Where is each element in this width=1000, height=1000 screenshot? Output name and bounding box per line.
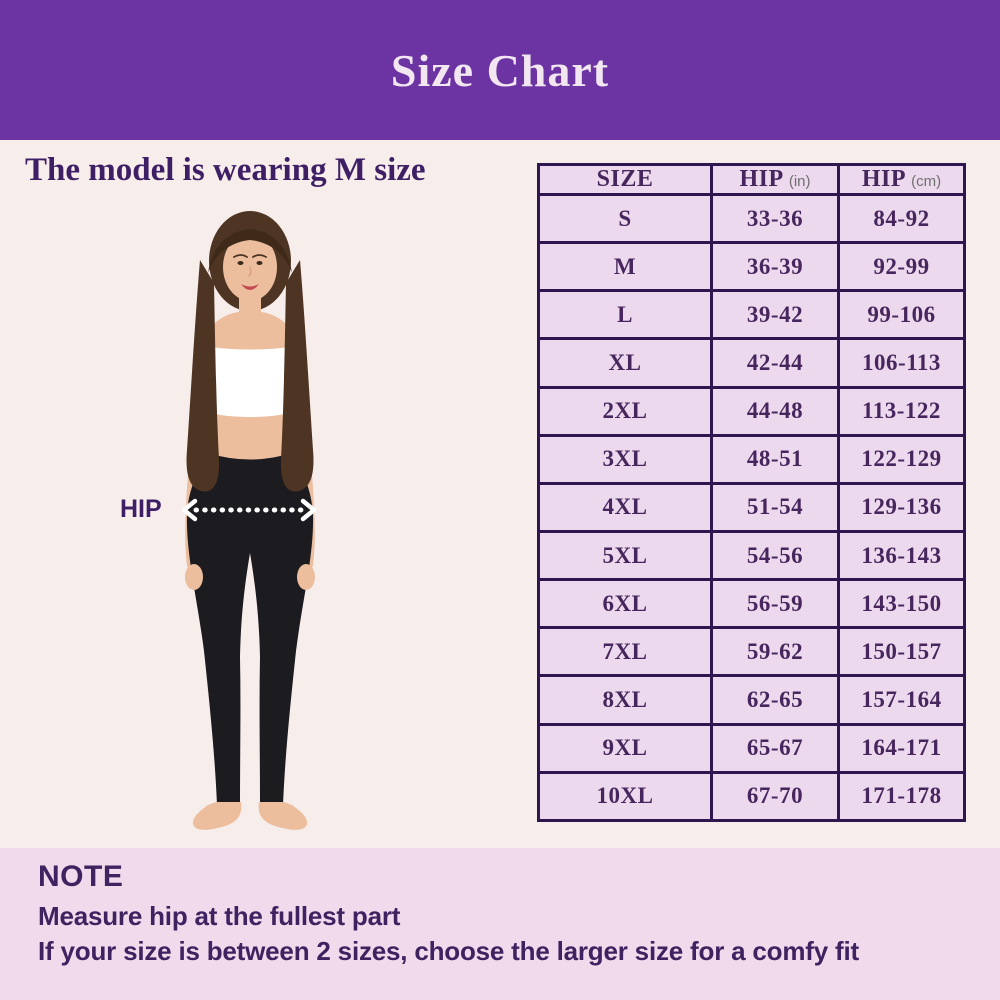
hip-cm-cell: 122-129 — [837, 433, 966, 485]
leggings-shape — [186, 453, 314, 805]
chest-shape — [202, 311, 298, 357]
note-line-2: If your size is between 2 sizes, choose … — [38, 936, 859, 966]
size-cell: 3XL — [537, 433, 713, 485]
size-cell: 8XL — [537, 674, 713, 726]
size-cell: 4XL — [537, 481, 713, 533]
hip-cm-cell: 129-136 — [837, 481, 966, 533]
hip-cm-cell: 113-122 — [837, 385, 966, 437]
hip-cm-cell: 164-171 — [837, 722, 966, 774]
col-header-label: HIP — [861, 166, 905, 192]
hip-cm-cell: 157-164 — [837, 674, 966, 726]
hip-in-cell: 54-56 — [710, 529, 840, 582]
table-row: XL 42-44 106-113 — [537, 337, 966, 389]
table-row: 8XL 62-65 157-164 — [537, 674, 966, 726]
hip-cm-cell: 171-178 — [837, 770, 966, 823]
size-cell: 6XL — [537, 578, 713, 630]
size-table-container: SIZE HIP (in) HIP (cm) S 33-36 84-92 M 36-39… — [537, 163, 966, 823]
note-line-1: Measure hip at the fullest part — [38, 901, 401, 931]
hip-cm-cell: 143-150 — [837, 578, 966, 630]
size-cell: XL — [537, 337, 713, 389]
model-figure: HIP — [100, 205, 460, 845]
hip-in-cell: 33-36 — [710, 192, 840, 245]
table-row: 7XL 59-62 150-157 — [537, 626, 966, 678]
size-cell: 7XL — [537, 626, 713, 678]
right-foot-shape — [258, 802, 308, 830]
model-illustration — [185, 211, 315, 830]
table-row: M 36-39 92-99 — [537, 241, 966, 293]
hip-in-cell: 67-70 — [710, 770, 840, 823]
table-row: 4XL 51-54 129-136 — [537, 481, 966, 533]
right-eye — [256, 261, 263, 265]
header-banner: Size Chart — [0, 0, 1000, 140]
hip-cm-cell: 99-106 — [837, 289, 966, 341]
size-cell: S — [537, 192, 713, 245]
left-eye — [237, 261, 244, 265]
hip-cm-cell: 136-143 — [837, 529, 966, 582]
size-cell: 5XL — [537, 529, 713, 582]
right-hand-shape — [297, 564, 315, 590]
left-hand-shape — [185, 564, 203, 590]
left-eyebrow — [233, 254, 248, 258]
hip-in-cell: 36-39 — [710, 241, 840, 293]
mouth-shape — [241, 284, 259, 290]
hip-cm-cell: 84-92 — [837, 192, 966, 245]
size-cell: 2XL — [537, 385, 713, 437]
hip-in-cell: 44-48 — [710, 385, 840, 437]
hip-measurement-arrow-icon — [181, 498, 317, 522]
hair-right-strand — [280, 260, 314, 492]
size-cell: L — [537, 289, 713, 341]
hip-label: HIP — [120, 495, 162, 523]
hip-in-cell: 59-62 — [710, 626, 840, 678]
table-row: 6XL 56-59 143-150 — [537, 578, 966, 630]
col-header-unit: (cm) — [911, 173, 942, 190]
table-header-row: SIZE HIP (in) HIP (cm) — [537, 163, 966, 196]
hip-in-cell: 51-54 — [710, 481, 840, 533]
col-header-hip-cm: HIP (cm) — [837, 163, 966, 196]
table-row: 5XL 54-56 136-143 — [537, 529, 966, 582]
hip-cm-cell: 150-157 — [837, 626, 966, 678]
right-eyebrow — [252, 254, 267, 258]
hip-cm-cell: 106-113 — [837, 337, 966, 389]
hip-in-cell: 62-65 — [710, 674, 840, 726]
col-header-label: HIP — [739, 166, 783, 192]
hip-in-cell: 56-59 — [710, 578, 840, 630]
left-foot-shape — [192, 802, 242, 830]
col-header-unit: (in) — [788, 173, 811, 190]
table-row: 10XL 67-70 171-178 — [537, 770, 966, 823]
size-cell: M — [537, 241, 713, 293]
hip-in-cell: 39-42 — [710, 289, 840, 341]
col-header-size: SIZE — [537, 163, 713, 196]
table-row: 9XL 65-67 164-171 — [537, 722, 966, 774]
table-row: 3XL 48-51 122-129 — [537, 433, 966, 485]
hip-cm-cell: 92-99 — [837, 241, 966, 293]
size-cell: 9XL — [537, 722, 713, 774]
hip-in-cell: 65-67 — [710, 722, 840, 774]
tube-top-shape — [198, 345, 302, 426]
hair-fringe — [208, 229, 292, 273]
hip-in-cell: 42-44 — [710, 337, 840, 389]
col-header-hip-in: HIP (in) — [710, 163, 840, 196]
col-header-label: SIZE — [596, 166, 654, 192]
hip-in-cell: 48-51 — [710, 433, 840, 485]
table-row: S 33-36 84-92 — [537, 192, 966, 245]
page-title: Size Chart — [390, 44, 610, 96]
size-cell: 10XL — [537, 770, 713, 823]
table-row: L 39-42 99-106 — [537, 289, 966, 341]
nose-line — [248, 266, 252, 277]
model-caption: The model is wearing M size — [25, 152, 426, 188]
size-table: SIZE HIP (in) HIP (cm) S 33-36 84-92 M 36-39… — [537, 163, 966, 823]
hair-left-strand — [186, 260, 220, 492]
midriff-shape — [207, 411, 293, 463]
table-row: 2XL 44-48 113-122 — [537, 385, 966, 437]
note-title: NOTE — [38, 860, 124, 893]
size-table-body: S 33-36 84-92 M 36-39 92-99 L 39-42 99-106 XL 42-4… — [537, 192, 966, 823]
note-section: NOTE Measure hip at the fullest part If … — [0, 848, 1000, 1000]
